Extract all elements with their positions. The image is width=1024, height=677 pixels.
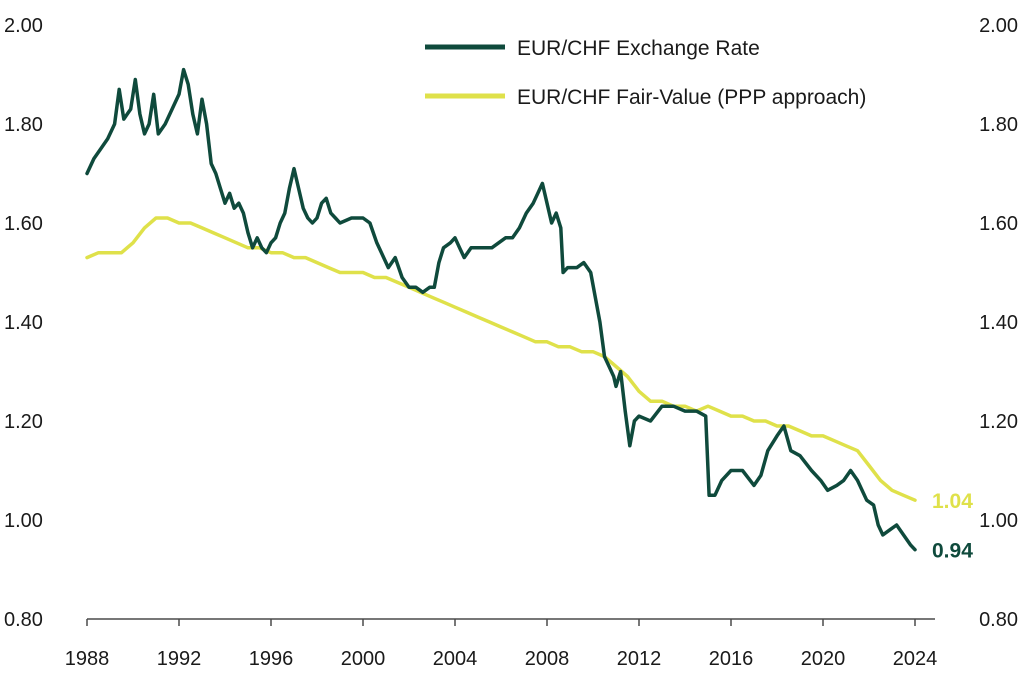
x-axis-ticks: 1988 1992 1996 2000 2004 2008 2012 2016 2020 2024 <box>65 619 938 670</box>
y-tick-label-left: 1.60 <box>4 213 43 235</box>
x-tick-label: 1988 <box>65 648 110 670</box>
series-lines <box>85 67 917 552</box>
y-tick-label-left: 1.00 <box>4 510 43 532</box>
y-tick-label-right: 1.80 <box>979 114 1018 136</box>
left-y-axis: 0.80 1.00 1.20 1.40 1.60 1.80 2.00 <box>4 15 43 631</box>
right-y-axis: 0.80 1.00 1.20 1.40 1.60 1.80 2.00 <box>979 15 1018 631</box>
x-tick-label: 2020 <box>801 648 846 670</box>
x-tick-label: 2008 <box>525 648 570 670</box>
y-tick-label-right: 0.80 <box>979 609 1018 631</box>
y-tick-label-right: 1.40 <box>979 312 1018 334</box>
x-tick-label: 2000 <box>341 648 386 670</box>
end-label-fair-value: 1.04 <box>932 490 973 513</box>
y-tick-label-right: 1.00 <box>979 510 1018 532</box>
y-tick-label-right: 1.20 <box>979 411 1018 433</box>
x-tick-label: 2024 <box>893 648 938 670</box>
x-tick-label: 1996 <box>249 648 294 670</box>
x-tick-label: 2004 <box>433 648 478 670</box>
x-tick-label: 2016 <box>709 648 754 670</box>
series-line-fair-value <box>85 216 917 502</box>
y-tick-label-right: 2.00 <box>979 15 1018 37</box>
legend-label-exchange-rate: EUR/CHF Exchange Rate <box>517 37 760 60</box>
y-tick-label-left: 2.00 <box>4 15 43 37</box>
y-tick-label-right: 1.60 <box>979 213 1018 235</box>
y-tick-label-left: 1.20 <box>4 411 43 433</box>
y-tick-label-left: 1.80 <box>4 114 43 136</box>
legend-label-fair-value: EUR/CHF Fair-Value (PPP approach) <box>517 86 866 109</box>
x-tick-label: 1992 <box>157 648 202 670</box>
end-label-exchange-rate: 0.94 <box>932 540 973 563</box>
y-tick-label-left: 0.80 <box>4 609 43 631</box>
series-line-exchange-rate <box>85 67 917 552</box>
legend: EUR/CHF Exchange Rate EUR/CHF Fair-Value… <box>425 37 866 109</box>
end-labels: 0.94 1.04 <box>932 490 973 563</box>
x-tick-label: 2012 <box>617 648 662 670</box>
y-tick-label-left: 1.40 <box>4 312 43 334</box>
